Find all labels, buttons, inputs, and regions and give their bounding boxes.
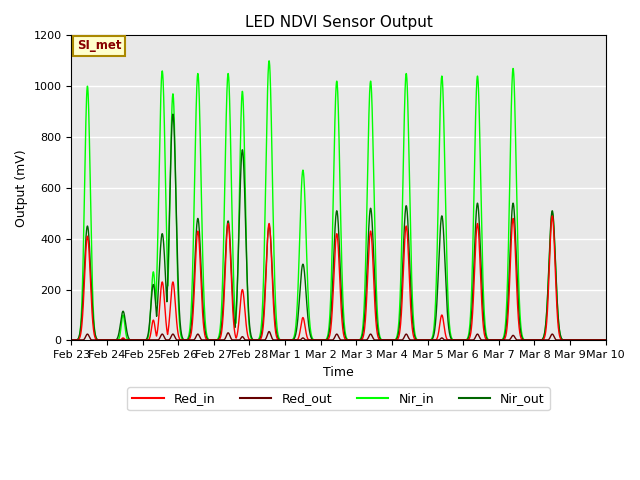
Red_in (631, 337, 639, 343)
Red_in (637, 337, 640, 343)
Nir_in (516, 314, 524, 320)
Line: Red_out: Red_out (72, 332, 640, 340)
Red_out (68, 337, 76, 343)
Text: SI_met: SI_met (77, 39, 121, 52)
Nir_out (550, 233, 558, 239)
Nir_in (266, 58, 273, 64)
Red_in (184, 337, 192, 343)
Nir_out (169, 111, 177, 117)
Nir_in (68, 337, 76, 343)
Red_out (631, 337, 639, 343)
Red_out (550, 335, 558, 340)
Nir_out (184, 336, 192, 342)
X-axis label: Time: Time (323, 366, 354, 379)
Nir_out (68, 337, 76, 343)
Red_out (516, 337, 524, 343)
Y-axis label: Output (mV): Output (mV) (15, 149, 28, 227)
Nir_out (631, 337, 639, 343)
Nir_in (480, 300, 488, 306)
Nir_in (429, 328, 437, 334)
Line: Nir_out: Nir_out (72, 114, 640, 340)
Red_out (480, 337, 488, 343)
Red_out (184, 337, 192, 343)
Red_out (429, 337, 437, 343)
Red_in (548, 213, 556, 219)
Nir_in (550, 235, 558, 241)
Nir_in (184, 335, 192, 341)
Nir_in (631, 337, 639, 343)
Red_out (266, 329, 273, 335)
Nir_out (429, 333, 437, 339)
Legend: Red_in, Red_out, Nir_in, Nir_out: Red_in, Red_out, Nir_in, Nir_out (127, 387, 550, 410)
Nir_out (516, 325, 524, 331)
Red_in (480, 326, 488, 332)
Line: Red_in: Red_in (72, 216, 640, 340)
Red_in (429, 337, 437, 343)
Nir_in (637, 337, 640, 343)
Red_out (637, 337, 640, 343)
Red_in (68, 337, 76, 343)
Title: LED NDVI Sensor Output: LED NDVI Sensor Output (244, 15, 433, 30)
Nir_out (480, 318, 488, 324)
Nir_out (637, 337, 640, 343)
Red_in (550, 243, 558, 249)
Line: Nir_in: Nir_in (72, 61, 640, 340)
Red_in (516, 331, 524, 337)
